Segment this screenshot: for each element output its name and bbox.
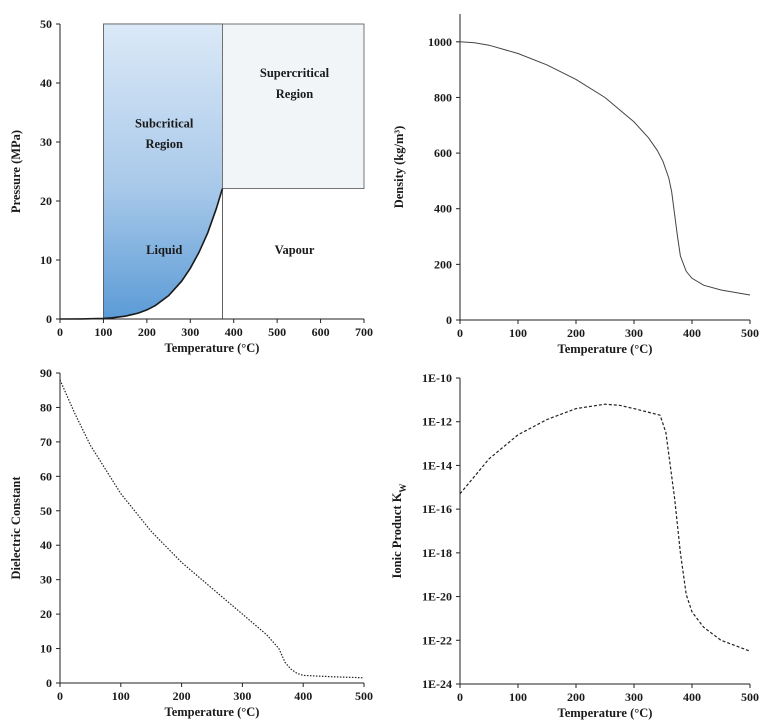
y-tick-label: 80 <box>40 400 52 414</box>
x-tick-label: 500 <box>355 689 373 703</box>
x-tick-label: 500 <box>268 325 286 339</box>
y-tick-label: 90 <box>40 366 52 380</box>
x-tick-label: 100 <box>509 690 527 704</box>
x-axis-label: Temperature (°C) <box>165 341 260 355</box>
x-tick-label: 200 <box>567 326 585 340</box>
x-tick-label: 0 <box>457 326 463 340</box>
y-tick-label: 40 <box>40 538 52 552</box>
x-tick-label: 700 <box>355 325 373 339</box>
liquid-fill <box>103 24 223 319</box>
x-tick-label: 100 <box>112 689 130 703</box>
x-tick-label: 0 <box>57 325 63 339</box>
x-tick-label: 200 <box>567 690 585 704</box>
x-tick-label: 300 <box>625 690 643 704</box>
y-tick-label: 50 <box>40 504 52 518</box>
ionic-product-chart: 0 100 200 300 400 500 1E-24 1E-22 1E-20 1E-18 1E-1… <box>390 371 759 720</box>
y-tick-label: 60 <box>40 469 52 483</box>
x-tick-label: 600 <box>312 325 330 339</box>
y-tick-label: 1E-20 <box>422 590 452 604</box>
y-tick-label: 70 <box>40 435 52 449</box>
x-tick-label: 200 <box>138 325 156 339</box>
x-tick-label: 500 <box>741 690 759 704</box>
x-tick-label: 400 <box>683 326 701 340</box>
y-tick-label: 1E-10 <box>422 371 452 385</box>
region-label: Vapour <box>275 243 315 257</box>
y-tick-label: 600 <box>434 146 452 160</box>
x-axis-label: Temperature (°C) <box>558 706 653 720</box>
region-label: Supercritical <box>260 66 330 80</box>
y-tick-label: 10 <box>40 253 52 267</box>
x-axis-label: Temperature (°C) <box>165 705 260 719</box>
y-axis-label: Pressure (MPa) <box>9 130 23 213</box>
y-tick-label: 30 <box>40 135 52 149</box>
y-tick-label: 10 <box>40 642 52 656</box>
density-chart: 0 100 200 300 400 500 0 200 400 600 800 1000 Tempera… <box>392 14 759 356</box>
y-tick-label: 200 <box>434 257 452 271</box>
ionic-product-line <box>459 403 751 652</box>
x-tick-label: 300 <box>181 325 199 339</box>
y-tick-label: 20 <box>40 607 52 621</box>
y-tick-label: 1E-12 <box>422 415 452 429</box>
y-tick-label: 400 <box>434 202 452 216</box>
y-axis-label: Dielectric Constant <box>9 476 23 580</box>
dielectric-line <box>59 379 365 679</box>
vapour-fill <box>103 188 223 319</box>
x-tick-label: 400 <box>683 690 701 704</box>
vapor-pressure-curve <box>59 188 224 320</box>
y-tick-label: 800 <box>434 90 452 104</box>
region-label: Subcritical <box>135 116 194 130</box>
x-axis-label: Temperature (°C) <box>558 342 653 356</box>
y-tick-label: 0 <box>46 312 52 326</box>
y-tick-label: 50 <box>40 17 52 31</box>
y-tick-label: 30 <box>40 573 52 587</box>
y-tick-label: 1E-22 <box>422 633 452 647</box>
y-tick-label: 0 <box>446 313 452 327</box>
x-tick-label: 100 <box>509 326 527 340</box>
y-tick-label: 40 <box>40 76 52 90</box>
density-line <box>459 41 751 296</box>
supercritical-region <box>222 23 365 190</box>
y-tick-label: 1E-18 <box>422 546 452 560</box>
phase-diagram-chart: Subcritical Region Supercritical Region Liqu… <box>9 17 373 355</box>
y-tick-label: 20 <box>40 194 52 208</box>
region-label: Region <box>145 137 183 151</box>
dielectric-chart: 0 100 200 300 400 500 0 10 20 30 40 50 60 70 80 90 Tempe… <box>9 366 373 719</box>
x-tick-label: 500 <box>741 326 759 340</box>
y-tick-label: 1E-16 <box>422 502 452 516</box>
y-tick-label: 1E-24 <box>422 677 452 691</box>
y-axis-label-main: Ionic Product K <box>390 492 404 578</box>
y-axis-label: Density (kg/m³) <box>392 126 406 209</box>
y-tick-label: 0 <box>46 676 52 690</box>
y-axis-label: Ionic Product KW <box>390 484 408 579</box>
y-tick-label: 1000 <box>428 35 452 49</box>
x-tick-label: 300 <box>625 326 643 340</box>
y-axis-label-subscript: W <box>398 484 408 493</box>
x-tick-label: 0 <box>57 689 63 703</box>
y-tick-label: 1E-14 <box>422 458 452 472</box>
x-tick-label: 400 <box>225 325 243 339</box>
x-tick-label: 300 <box>233 689 251 703</box>
x-tick-label: 0 <box>457 690 463 704</box>
region-label: Region <box>276 87 314 101</box>
region-label: Liquid <box>146 243 182 257</box>
x-tick-label: 100 <box>94 325 112 339</box>
x-tick-label: 400 <box>294 689 312 703</box>
x-tick-label: 200 <box>173 689 191 703</box>
